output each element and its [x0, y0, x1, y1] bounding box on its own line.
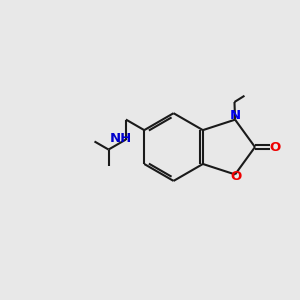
Text: O: O: [230, 170, 242, 183]
Text: N: N: [230, 109, 241, 122]
Text: NH: NH: [110, 132, 132, 145]
Text: O: O: [269, 141, 280, 154]
